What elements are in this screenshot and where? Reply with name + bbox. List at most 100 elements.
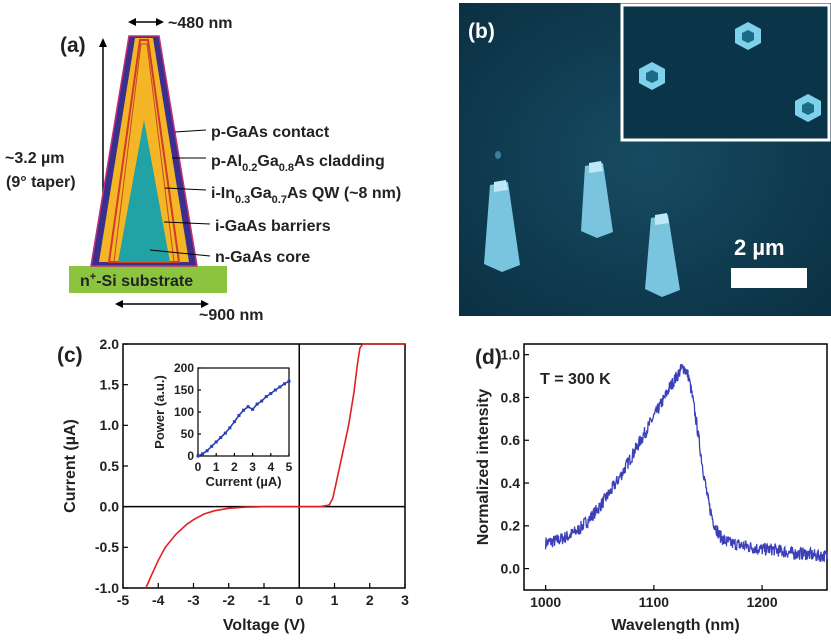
power-point <box>269 392 273 396</box>
power-point <box>201 452 205 456</box>
y-tick-label: 0.8 <box>501 389 521 405</box>
x-tick-label: 5 <box>286 460 293 474</box>
power-point <box>287 379 291 383</box>
plot-frame <box>197 367 290 457</box>
panel-c-letter: (c) <box>57 344 83 367</box>
power-point <box>264 395 268 399</box>
panel-c: (c) -5 -4 -3 -2 -1 0 1 2 3-1.0-0.50.00.51.01.52.… <box>57 336 409 634</box>
barrier-layer <box>113 43 175 263</box>
nanopillar-diagram <box>90 35 198 267</box>
substrate-block <box>69 266 227 293</box>
substrate-label: n+-Si substrate <box>80 271 193 290</box>
y-tick-label: 50 <box>181 427 195 441</box>
power-point <box>232 420 236 424</box>
pl-spectrum-chart: 1000 1100 1200 0.0 0.2 0.4 0.6 0.8 1.0 Wavelength… <box>475 343 828 634</box>
x-tick-label: 1 <box>213 460 220 474</box>
y-axis-label: Normalized intensity <box>475 389 492 546</box>
x-tick-label: -2 <box>223 592 236 608</box>
y-tick-label: 1.0 <box>501 347 521 363</box>
pl-spectrum-curve <box>544 363 828 563</box>
y-tick-label: 0.6 <box>501 432 521 448</box>
panel-b: (b) <box>459 3 831 316</box>
y-tick-label: 100 <box>174 405 194 419</box>
y-tick-label: 2.0 <box>100 336 120 352</box>
power-point <box>210 444 214 448</box>
panel-b-letter: (b) <box>468 20 495 43</box>
core-layer <box>118 120 170 262</box>
y-tick-label: 0.0 <box>501 561 521 577</box>
y-tick-label: 0.5 <box>100 458 120 474</box>
power-point <box>237 414 241 418</box>
y-tick-label: -1.0 <box>95 580 119 596</box>
barriers-layer-label: i-GaAs barriers <box>215 218 331 235</box>
y-axis-label: Current (µA) <box>62 419 79 513</box>
x-tick-label: -1 <box>258 592 271 608</box>
inset-x-axis-label: Current (µA) <box>205 474 281 489</box>
hex-pillar-top <box>639 62 665 90</box>
inset-y-axis-label: Power (a.u.) <box>152 375 167 449</box>
x-tick-label: 0 <box>295 592 303 608</box>
power-point <box>205 449 209 453</box>
y-tick-label: 1.0 <box>100 417 120 433</box>
hex-pillar-top <box>735 22 761 50</box>
y-tick-label: 0.0 <box>100 499 120 515</box>
power-point <box>228 426 232 430</box>
power-point <box>242 408 245 412</box>
power-point <box>251 407 255 411</box>
x-tick-label: 1100 <box>639 594 670 610</box>
layer-leader-lines <box>149 129 211 257</box>
power-point <box>223 431 227 435</box>
taper-label: (9° taper) <box>6 174 76 191</box>
panel-a-letter: (a) <box>60 34 86 57</box>
y-tick-label: 0.4 <box>501 475 521 491</box>
bottom-width-arrow <box>115 300 209 308</box>
scale-bar-label: 2 µm <box>734 235 785 260</box>
power-point <box>219 436 223 440</box>
iv-curve <box>145 343 405 589</box>
top-view-inset <box>620 3 831 142</box>
x-tick-label: 1000 <box>530 594 561 610</box>
y-tick-label: 0.2 <box>501 518 521 534</box>
cladding-layer-label: p-Al0.2Ga0.8As cladding <box>211 153 385 174</box>
power-point <box>282 382 286 386</box>
nanopillar-sem <box>645 213 680 297</box>
qw-layer-label: i-In0.3Ga0.7As QW (~8 nm) <box>211 185 401 206</box>
power-point <box>273 388 277 392</box>
temperature-annotation: T = 300 K <box>540 371 611 388</box>
power-point <box>196 454 200 458</box>
x-tick-label: 1200 <box>746 594 777 610</box>
qw-layer <box>107 39 181 263</box>
power-point <box>260 399 264 403</box>
core-layer-label: n-GaAs core <box>215 249 310 266</box>
nanopillar-sem <box>484 180 520 272</box>
x-tick-label: 3 <box>249 460 256 474</box>
panel-a: (a) ~480 nm ~3.2 µm (9° taper) n+-Si sub… <box>5 15 401 324</box>
x-tick-label: -3 <box>187 592 200 608</box>
nanopillar-sem <box>581 161 613 238</box>
y-tick-label: 150 <box>174 383 194 397</box>
x-tick-label: -5 <box>117 592 130 608</box>
x-tick-label: -4 <box>152 592 165 608</box>
small-particle <box>495 151 501 159</box>
x-axis-label: Voltage (V) <box>223 617 305 634</box>
top-width-arrow <box>128 18 164 26</box>
x-tick-label: 2 <box>366 592 374 608</box>
x-tick-label: 4 <box>267 460 274 474</box>
x-tick-label: 3 <box>401 592 409 608</box>
y-tick-label: 0 <box>187 449 194 463</box>
x-axis-label: Wavelength (nm) <box>611 617 739 634</box>
scale-bar <box>731 268 807 288</box>
y-tick-label: 1.5 <box>100 377 120 393</box>
panel-d-letter: (d) <box>475 346 502 369</box>
x-tick-label: 1 <box>331 592 339 608</box>
y-tick-label: -0.5 <box>95 539 119 555</box>
height-label: ~3.2 µm <box>5 150 64 167</box>
contact-layer-label: p-GaAs contact <box>211 124 330 141</box>
power-point <box>214 440 218 444</box>
power-point <box>246 405 250 409</box>
power-point <box>255 402 259 406</box>
x-tick-label: 0 <box>195 460 202 474</box>
panel-d: (d) 1000 1100 1200 0.0 0.2 0.4 0.6 0.8 1.0 Wavele… <box>475 343 828 634</box>
